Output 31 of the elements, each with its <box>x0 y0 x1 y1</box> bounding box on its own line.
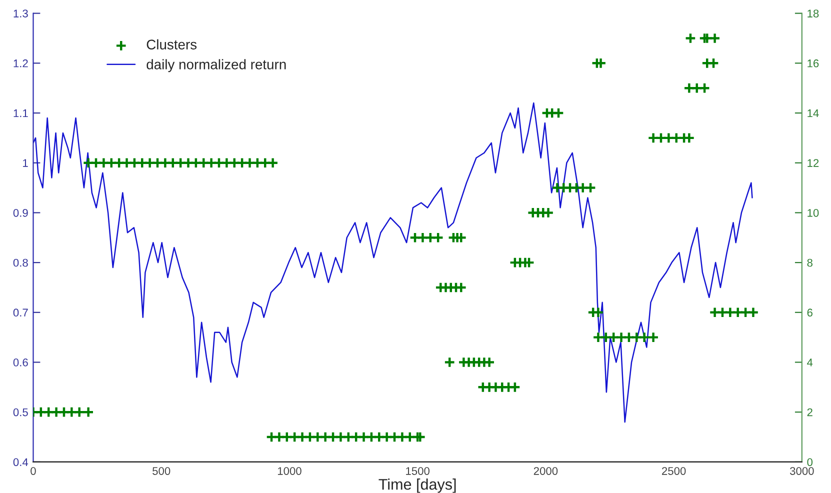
y2-tick-label: 18 <box>808 10 819 18</box>
y2-tick-label: 14 <box>808 109 819 118</box>
y2-tick-label: 2 <box>807 408 812 416</box>
x-tick-label: 500 <box>152 467 170 475</box>
y2-tick-label: 0 <box>807 458 813 466</box>
y-tick-label: 0.8 <box>13 258 28 267</box>
y2-tick-label: 4 <box>807 358 813 366</box>
y-tick-label: 0.5 <box>13 408 28 416</box>
y-tick-label: 1.3 <box>14 10 28 18</box>
y-tick-label: 1.2 <box>14 59 28 68</box>
y2-tick-label: 8 <box>807 258 812 267</box>
y-tick-label: 1.1 <box>14 109 28 118</box>
x-tick-label: 3000 <box>790 467 814 475</box>
y-tick-label: 0.4 <box>13 458 28 466</box>
x-tick-label: 1500 <box>406 467 430 475</box>
y-tick-label: 0.7 <box>13 308 28 317</box>
x-axis-title: Time [days] <box>378 478 456 493</box>
y2-tick-label: 6 <box>807 308 812 317</box>
y-tick-label: 0.9 <box>13 208 28 217</box>
x-tick-label: 0 <box>30 467 36 475</box>
x-tick-label: 2500 <box>662 467 686 475</box>
y-tick-label: 1 <box>23 159 28 167</box>
y2-tick-label: 12 <box>808 159 819 167</box>
legend-label: Clusters <box>146 39 197 50</box>
y-tick-label: 0.6 <box>13 358 28 366</box>
line-series <box>33 102 753 423</box>
y2-tick-label: 10 <box>808 208 819 217</box>
y2-tick-label: 16 <box>808 59 819 68</box>
x-tick-label: 1000 <box>278 467 302 475</box>
legend-label: daily normalized return <box>146 59 286 72</box>
x-tick-label: 2000 <box>534 467 558 475</box>
